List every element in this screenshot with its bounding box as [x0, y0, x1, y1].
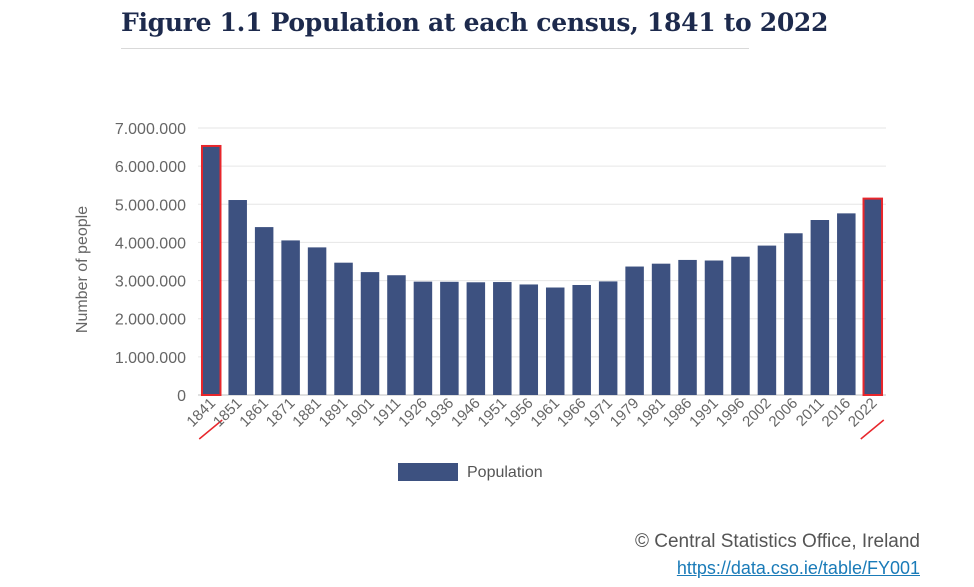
y-axis-title: Number of people [74, 206, 91, 333]
bar-1951[interactable] [493, 282, 512, 395]
x-tick-label: 1936 [422, 395, 458, 431]
bar-2016[interactable] [837, 213, 856, 395]
y-tick-label: 4.000.000 [115, 235, 186, 252]
x-tick-label: 1946 [448, 395, 484, 431]
bar-2022[interactable] [862, 197, 884, 396]
x-tick-label: 1841 [183, 395, 219, 431]
x-tick-label: 2002 [739, 395, 775, 431]
x-tick-label: 1979 [607, 395, 643, 431]
bar-1956[interactable] [519, 284, 539, 395]
bar-1996[interactable] [731, 256, 750, 395]
bar-1991[interactable] [704, 260, 724, 395]
bar-1891[interactable] [334, 262, 353, 395]
y-tick-label: 5.000.000 [115, 197, 186, 214]
x-tick-label: 1851 [210, 395, 246, 431]
bar-1936[interactable] [440, 281, 459, 395]
x-tick-label: 1961 [527, 395, 563, 431]
bar-1961[interactable] [545, 287, 565, 395]
page-title: Figure 1.1 Population at each census, 18… [121, 8, 829, 37]
copyright-credit: © Central Statistics Office, Ireland [634, 531, 920, 552]
x-tick-label: 1986 [660, 395, 696, 431]
bar-1926[interactable] [413, 281, 433, 395]
x-tick-label: 1981 [633, 395, 669, 431]
bar-1981[interactable] [651, 263, 671, 395]
x-tick-label: 2022 [845, 395, 881, 431]
bar-1851[interactable] [228, 200, 247, 395]
y-tick-label: 1.000.000 [115, 350, 186, 367]
x-tick-label: 1901 [342, 395, 378, 431]
x-tick-label: 1871 [263, 395, 299, 431]
x-tick-label: 2016 [819, 395, 855, 431]
bar-1881[interactable] [307, 247, 327, 395]
y-tick-label: 3.000.000 [115, 274, 186, 291]
legend-label: Population [467, 464, 543, 481]
legend-swatch [398, 463, 458, 481]
bar-2002[interactable] [757, 245, 777, 395]
x-tick-label: 1966 [554, 395, 590, 431]
x-tick-label: 1956 [501, 395, 537, 431]
x-tick-label: 1881 [289, 395, 325, 431]
y-tick-label: 2.000.000 [115, 312, 186, 329]
bar-1986[interactable] [678, 259, 697, 395]
y-tick-label: 7.000.000 [115, 121, 186, 138]
y-tick-label: 0 [177, 388, 186, 405]
bar-1966[interactable] [572, 284, 591, 395]
x-tick-label: 1951 [475, 395, 511, 431]
bar-1979[interactable] [625, 266, 644, 395]
bar-2006[interactable] [784, 233, 803, 395]
highlight-mark [198, 419, 223, 440]
x-tick-label: 1991 [686, 395, 722, 431]
bar-1911[interactable] [387, 275, 406, 395]
bar-2011[interactable] [810, 220, 830, 395]
x-tick-label: 1996 [713, 395, 749, 431]
x-tick-label: 1971 [580, 395, 616, 431]
source-link[interactable]: https://data.cso.ie/table/FY001 [676, 558, 920, 578]
bar-1901[interactable] [360, 272, 380, 395]
x-tick-label: 1861 [236, 395, 272, 431]
y-tick-label: 6.000.000 [115, 159, 186, 176]
x-tick-label: 2006 [766, 395, 802, 431]
bar-1971[interactable] [598, 281, 618, 395]
title-divider [121, 48, 749, 49]
bar-1841[interactable] [200, 144, 222, 396]
bar-1861[interactable] [254, 227, 274, 395]
bar-1946[interactable] [466, 282, 486, 395]
x-tick-label: 2011 [793, 395, 828, 430]
x-tick-label: 1911 [369, 395, 404, 430]
x-tick-label: 1926 [395, 395, 431, 431]
highlight-mark [860, 419, 885, 440]
bar-1871[interactable] [281, 240, 300, 395]
x-tick-label: 1891 [316, 395, 352, 431]
